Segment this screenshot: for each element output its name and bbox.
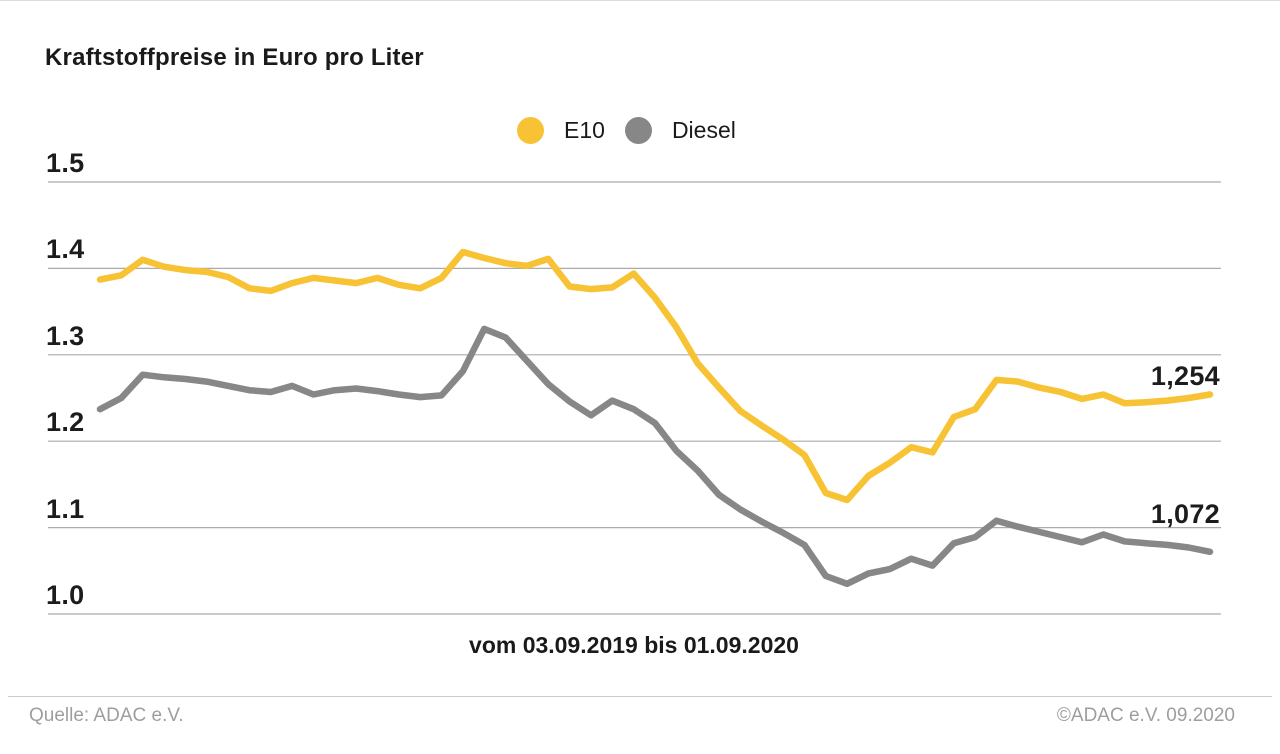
legend-dot-diesel (624, 116, 652, 144)
source-note: Quelle: ADAC e.V. (29, 705, 184, 726)
y-tick-label: 1.1 (46, 493, 85, 524)
y-tick-label: 1.5 (46, 148, 85, 178)
legend-label-diesel: Diesel (671, 117, 736, 143)
diesel-line (96, 325, 1214, 588)
legend-dot-e10 (517, 116, 544, 144)
copyright-note: ©ADAC e.V. 09.2020 (1056, 705, 1235, 726)
diesel-end-value-label: 1,072 (1150, 498, 1220, 529)
y-tick-label: 1.4 (46, 234, 85, 265)
x-axis-range-label: vom 03.09.2019 bis 01.09.2020 (469, 632, 799, 658)
gridlines (48, 181, 1221, 615)
e10-end-value-label: 1,254 (1150, 360, 1220, 391)
y-tick-label: 1.2 (46, 407, 85, 438)
y-tick-label: 1.0 (46, 580, 85, 610)
y-tick-label: 1.3 (46, 320, 85, 351)
legend: E10 Diesel (517, 115, 736, 145)
chart-title: Kraftstoffpreise in Euro pro Liter (45, 44, 424, 71)
footer-divider (8, 696, 1272, 697)
e10-line (96, 248, 1214, 504)
legend-label-e10: E10 (564, 117, 605, 143)
